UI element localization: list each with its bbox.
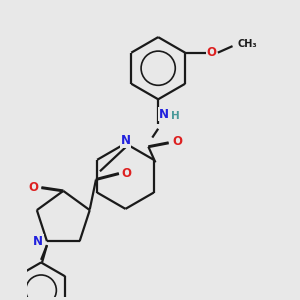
- Text: O: O: [206, 46, 216, 59]
- Text: O: O: [122, 167, 131, 180]
- Text: N: N: [159, 107, 169, 121]
- Text: O: O: [28, 181, 38, 194]
- Text: N: N: [121, 134, 130, 147]
- Text: CH₃: CH₃: [237, 40, 257, 50]
- Text: N: N: [33, 235, 43, 248]
- Text: H: H: [171, 111, 180, 121]
- Text: O: O: [172, 135, 182, 148]
